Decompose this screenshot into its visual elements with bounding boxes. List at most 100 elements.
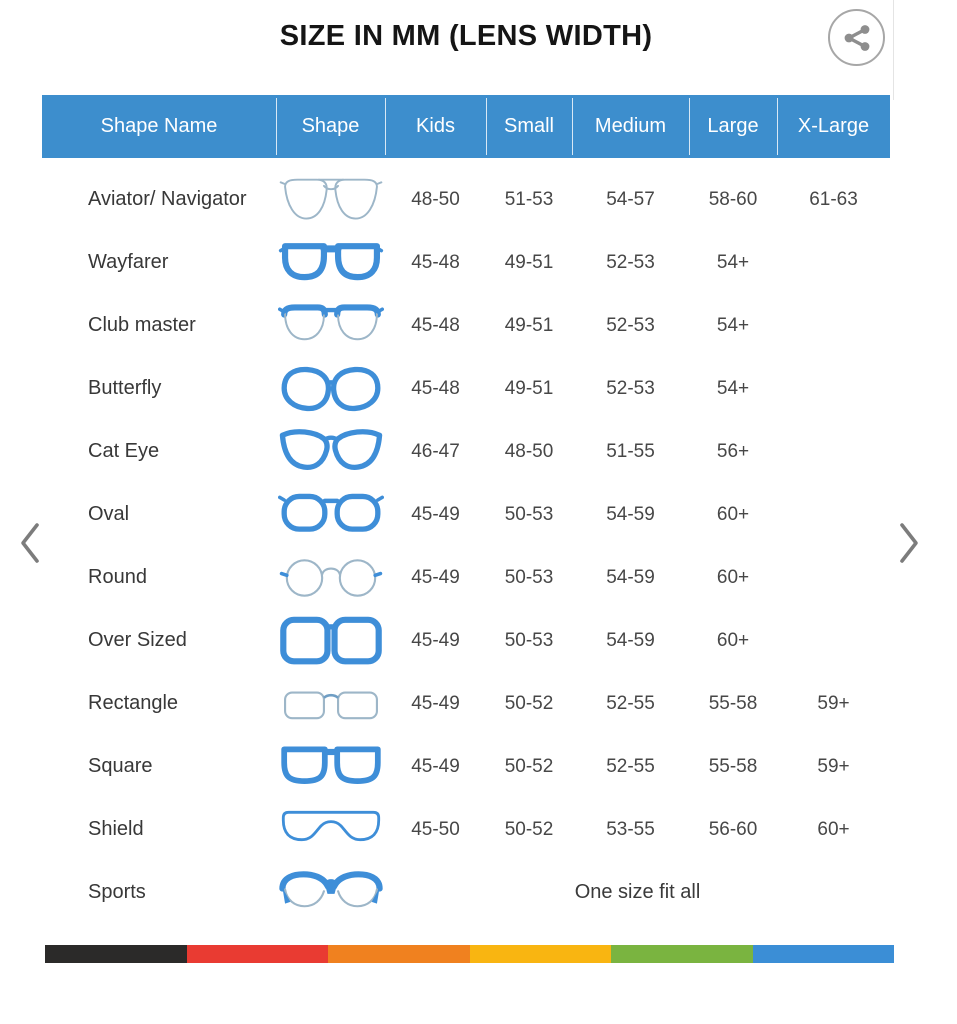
size-value: 51-55 — [606, 440, 655, 462]
size-value: 46-47 — [411, 440, 460, 462]
size-value: 50-53 — [504, 566, 554, 588]
size-value: 60+ — [716, 629, 750, 651]
stripe-segment — [469, 945, 611, 963]
table-row: Butterfly 45-48 49-51 52-53 54+ — [42, 357, 890, 420]
size-value: 45-49 — [411, 755, 460, 777]
size-value: 59+ — [817, 692, 850, 714]
shape-name-label: Square — [88, 755, 153, 777]
card-edge-divider — [893, 0, 894, 100]
shape-name-label: Butterfly — [88, 377, 162, 399]
size-value: 60+ — [716, 566, 750, 588]
clubmaster-glasses-icon — [276, 298, 385, 354]
size-value: 48-50 — [504, 440, 554, 462]
stripe-segment — [328, 945, 470, 963]
table-row: Sports One size fit all — [42, 861, 890, 924]
size-value: 51-53 — [504, 188, 554, 210]
size-value: 50-53 — [504, 503, 554, 525]
header-medium: Medium — [572, 95, 689, 158]
size-value: 49-51 — [504, 314, 554, 336]
table-row: Cat Eye 46-47 48-50 51-55 56+ — [42, 420, 890, 483]
size-value: 54-59 — [606, 629, 655, 651]
shape-name-label: Oval — [88, 503, 130, 525]
size-value: 49-51 — [504, 251, 554, 273]
cateye-glasses-icon — [276, 424, 385, 480]
header-kids: Kids — [385, 95, 486, 158]
shape-name-label: Sports — [88, 881, 146, 903]
oval-glasses-icon — [276, 487, 385, 543]
shape-name-label: Aviator/ Navigator — [88, 188, 247, 210]
round-glasses-icon — [276, 550, 385, 606]
wayfarer-glasses-icon — [276, 235, 385, 291]
size-value: 45-49 — [411, 566, 460, 588]
size-value: 59+ — [817, 755, 850, 777]
size-value: 50-52 — [504, 755, 554, 777]
table-row: Over Sized 45-49 50-53 54-59 60+ — [42, 609, 890, 672]
header-shape: Shape — [276, 95, 385, 158]
share-button[interactable] — [828, 9, 885, 66]
shape-name-label: Over Sized — [88, 629, 187, 651]
header-large: Large — [689, 95, 777, 158]
size-value: 55-58 — [708, 755, 758, 777]
header-shape-name: Shape Name — [100, 115, 218, 137]
square-glasses-icon — [276, 739, 385, 795]
size-value: 54-59 — [606, 566, 655, 588]
size-value: 56-60 — [708, 818, 758, 840]
sports-glasses-icon — [276, 865, 385, 921]
carousel-prev-button[interactable] — [16, 520, 44, 571]
size-value: 45-49 — [411, 503, 460, 525]
size-value: 56+ — [716, 440, 750, 462]
stripe-segment — [186, 945, 328, 963]
stripe-segment — [611, 945, 753, 963]
size-value: 45-50 — [411, 818, 460, 840]
size-value: 45-48 — [411, 377, 460, 399]
table-row: Club master 45-48 49-51 52-53 54+ — [42, 294, 890, 357]
shape-name-label: Cat Eye — [88, 440, 160, 462]
table-row: Oval 45-49 50-53 54-59 60+ — [42, 483, 890, 546]
table-body: Aviator/ Navigator 48-50 51-53 54-57 58-60 6… — [42, 158, 890, 924]
size-value: 54-59 — [606, 503, 655, 525]
butterfly-glasses-icon — [276, 361, 385, 417]
size-value: 60+ — [817, 818, 850, 840]
page-title: SIZE IN MM (LENS WIDTH) — [279, 20, 653, 52]
size-value: 49-51 — [504, 377, 554, 399]
size-value: 54-57 — [606, 188, 655, 210]
shape-name-label: Shield — [88, 818, 144, 840]
chevron-right-icon — [900, 523, 918, 563]
aviator-glasses-icon — [276, 172, 385, 228]
size-value: 53-55 — [606, 818, 655, 840]
size-value: 50-52 — [504, 692, 554, 714]
chevron-left-icon — [21, 523, 39, 563]
shape-name-label: Round — [88, 566, 147, 588]
table-row: Round 45-49 50-53 54-59 60+ — [42, 546, 890, 609]
size-value: 54+ — [716, 251, 750, 273]
shape-name-label: Rectangle — [88, 692, 179, 714]
header-x-large: X-Large — [777, 95, 890, 158]
stripe-segment — [752, 945, 894, 963]
size-value: 52-53 — [606, 377, 655, 399]
table-row: Shield 45-50 50-52 53-55 56-60 60+ — [42, 798, 890, 861]
share-icon — [844, 24, 869, 51]
size-value: 55-58 — [708, 692, 758, 714]
carousel-next-button[interactable] — [895, 520, 923, 571]
size-value: 61-63 — [809, 188, 858, 210]
size-value: 52-53 — [606, 251, 655, 273]
size-table: Shape Name Shape Kids Small Medium Large… — [42, 95, 890, 924]
shield-glasses-icon — [276, 802, 385, 858]
size-value: 52-55 — [606, 755, 655, 777]
size-value: 54+ — [716, 314, 750, 336]
oversized-glasses-icon — [276, 613, 385, 669]
size-value: 45-48 — [411, 251, 460, 273]
rectangle-glasses-icon — [276, 676, 385, 732]
header-small: Small — [486, 95, 572, 158]
size-value: 45-49 — [411, 629, 460, 651]
shape-name-label: Wayfarer — [88, 251, 169, 273]
size-value: 58-60 — [708, 188, 758, 210]
table-row: Square 45-49 50-52 52-55 55-58 59+ — [42, 735, 890, 798]
shape-name-label: Club master — [88, 314, 196, 336]
size-value: 45-49 — [411, 692, 460, 714]
table-header-row: Shape Name Shape Kids Small Medium Large… — [42, 95, 890, 158]
footer-color-stripe — [45, 945, 894, 963]
stripe-segment — [45, 945, 187, 963]
size-value: 54+ — [716, 377, 750, 399]
size-value: 50-52 — [504, 818, 554, 840]
